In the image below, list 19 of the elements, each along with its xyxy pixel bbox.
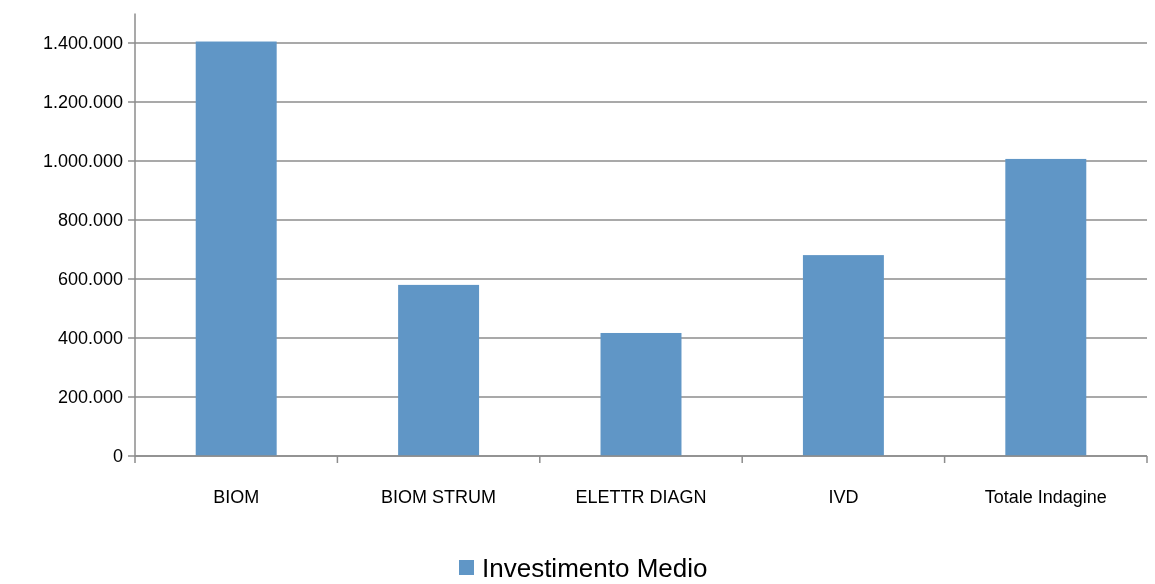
x-tick-label: BIOM STRUM [381, 487, 497, 507]
y-tick-label: 200.000 [57, 387, 123, 408]
x-tick-label: Totale Indagine [984, 487, 1107, 507]
y-tick-label: 1.200.000 [42, 92, 123, 113]
bar [1005, 158, 1087, 456]
y-tick-label: 600.000 [57, 269, 123, 290]
bar [802, 255, 884, 456]
y-tick-label: 800.000 [57, 210, 123, 231]
bar [398, 284, 480, 456]
bar [600, 332, 682, 456]
x-tick-label: BIOM [213, 487, 260, 507]
legend-label: Investimento Medio [482, 553, 708, 584]
bar [195, 41, 277, 456]
y-tick-label: 1.400.000 [42, 33, 123, 54]
y-tick-label: 0 [112, 446, 123, 467]
x-tick-label: IVD [828, 487, 859, 507]
x-tick-label: ELETTR DIAGN [575, 487, 707, 507]
y-tick-label: 1.000.000 [42, 151, 123, 172]
y-tick-label: 400.000 [57, 328, 123, 349]
